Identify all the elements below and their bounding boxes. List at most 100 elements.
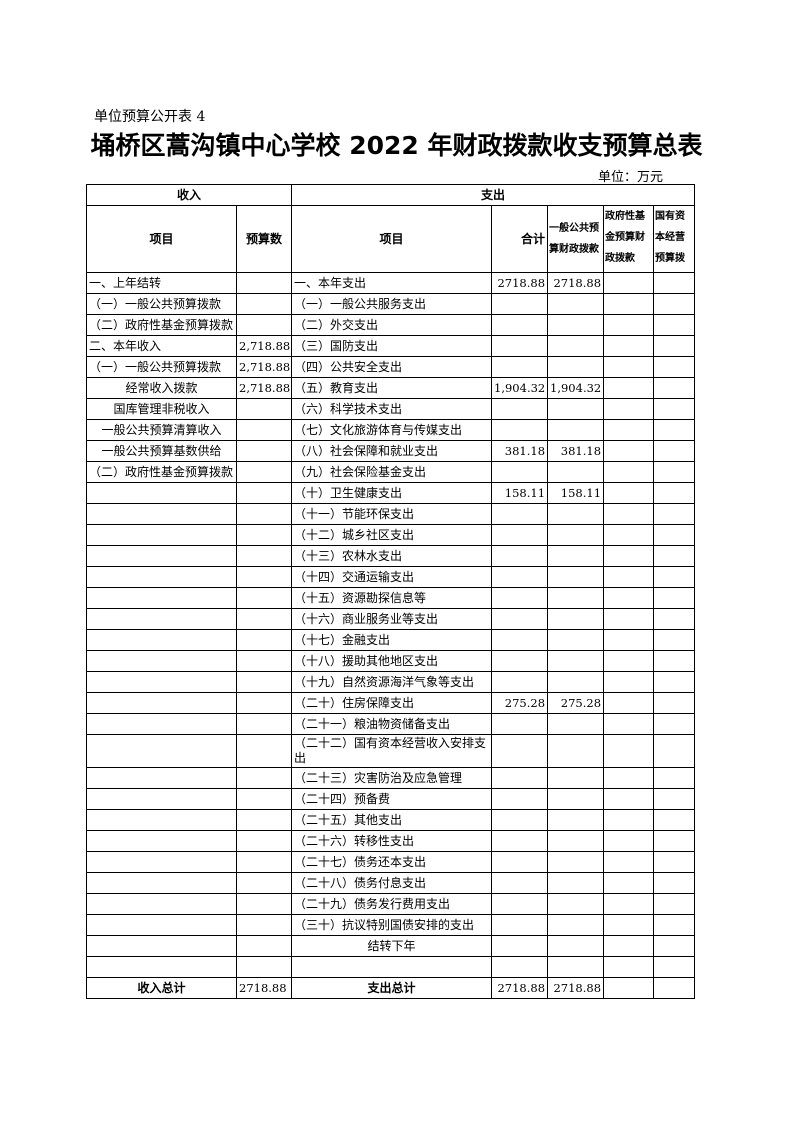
- table-row: （二）政府性基金预算拨款 （九）社会保险基金支出: [86, 461, 696, 483]
- expense-state: [653, 734, 696, 768]
- expense-total: [491, 830, 549, 852]
- income-item: 一般公共预算基数供给: [86, 440, 237, 462]
- expense-total: [491, 809, 549, 831]
- expense-total: [491, 335, 549, 357]
- expense-total: 275.28: [491, 692, 549, 714]
- expense-fund: [603, 956, 655, 978]
- income-amount: 2,718.88: [235, 377, 293, 399]
- expense-total-general: 2718.88: [547, 977, 605, 999]
- income-amount: [235, 503, 293, 525]
- expense-fund: [603, 767, 655, 789]
- expense-fund: [603, 545, 655, 567]
- expense-general: [547, 830, 605, 852]
- expense-fund: [603, 851, 655, 873]
- expense-total: [491, 650, 549, 672]
- expense-state: [653, 587, 696, 609]
- income-amount: [235, 440, 293, 462]
- income-amount: [235, 293, 293, 315]
- expense-total: [491, 524, 549, 546]
- expense-fund: [603, 914, 655, 936]
- expense-general: [547, 650, 605, 672]
- expense-general: [547, 293, 605, 315]
- expense-item: （十九）自然资源海洋气象等支出: [291, 671, 493, 693]
- expense-item: （二）外交支出: [291, 314, 493, 336]
- expense-fund: [603, 419, 655, 441]
- income-item: 经常收入拨款: [86, 377, 237, 399]
- header-expense-item: 项目: [291, 205, 493, 273]
- expense-item: （二十九）债务发行费用支出: [291, 893, 493, 915]
- expense-item: （十五）资源勘探信息等: [291, 587, 493, 609]
- expense-total: [491, 671, 549, 693]
- income-item: [86, 587, 237, 609]
- expense-fund: [603, 482, 655, 504]
- table-row: （二十七）债务还本支出: [86, 851, 696, 873]
- expense-total: [491, 545, 549, 567]
- expense-general: [547, 809, 605, 831]
- header-state-capital: 国有资本经营预算拨: [653, 205, 696, 273]
- expense-fund: [603, 272, 655, 294]
- income-item: 一、上年结转: [86, 272, 237, 294]
- income-item: （二）政府性基金预算拨款: [86, 314, 237, 336]
- table-row: （一）一般公共预算拨款 （一）一般公共服务支出: [86, 293, 696, 315]
- table-row: （一）一般公共预算拨款 2,718.88 （四）公共安全支出: [86, 356, 696, 378]
- income-item: [86, 872, 237, 894]
- expense-state: [653, 335, 696, 357]
- income-item: [86, 692, 237, 714]
- income-item: [86, 545, 237, 567]
- expense-state: [653, 524, 696, 546]
- expense-state: [653, 314, 696, 336]
- header-expense: 支出: [291, 184, 696, 206]
- expense-state: [653, 482, 696, 504]
- expense-item: （二十二）国有资本经营收入安排支出: [291, 734, 493, 768]
- expense-state: [653, 545, 696, 567]
- header-fund-budget: 政府性基金预算财政拨款: [603, 205, 655, 273]
- table-row: 结转下年: [86, 935, 696, 957]
- income-amount: [235, 788, 293, 810]
- income-item: [86, 767, 237, 789]
- table-row: [86, 956, 696, 978]
- income-amount: [235, 713, 293, 735]
- expense-total-label: 支出总计: [291, 977, 493, 999]
- expense-total: 2718.88: [491, 272, 549, 294]
- income-item: [86, 671, 237, 693]
- income-amount: 2,718.88: [235, 335, 293, 357]
- expense-state: [653, 440, 696, 462]
- expense-general: [547, 587, 605, 609]
- table-row: （十三）农林水支出: [86, 545, 696, 567]
- expense-total: [491, 461, 549, 483]
- expense-fund: [603, 650, 655, 672]
- expense-general: [547, 461, 605, 483]
- expense-item: （二十四）预备费: [291, 788, 493, 810]
- expense-fund: [603, 872, 655, 894]
- income-amount: [235, 587, 293, 609]
- expense-item: （十三）农林水支出: [291, 545, 493, 567]
- table-row: 国库管理非税收入 （六）科学技术支出: [86, 398, 696, 420]
- expense-state: [653, 272, 696, 294]
- header-income: 收入: [85, 184, 293, 206]
- expense-state: [653, 356, 696, 378]
- expense-item: （二十）住房保障支出: [291, 692, 493, 714]
- income-amount: [235, 734, 293, 768]
- expense-general: [547, 398, 605, 420]
- income-item: [86, 524, 237, 546]
- expense-total: 158.11: [491, 482, 549, 504]
- expense-item: （二十八）债务付息支出: [291, 872, 493, 894]
- expense-total-value: 2718.88: [491, 977, 549, 999]
- income-amount: [235, 935, 293, 957]
- income-item: [86, 713, 237, 735]
- expense-item: （十六）商业服务业等支出: [291, 608, 493, 630]
- expense-general: [547, 314, 605, 336]
- income-item: [86, 629, 237, 651]
- expense-state: [653, 830, 696, 852]
- table-row: （二十九）债务发行费用支出: [86, 893, 696, 915]
- table-row: 二、本年收入 2,718.88 （三）国防支出: [86, 335, 696, 357]
- expense-general: [547, 851, 605, 873]
- expense-item: （十二）城乡社区支出: [291, 524, 493, 546]
- expense-general: 2718.88: [547, 272, 605, 294]
- income-item: [86, 650, 237, 672]
- expense-fund: [603, 788, 655, 810]
- expense-general: [547, 872, 605, 894]
- income-item: 国库管理非税收入: [86, 398, 237, 420]
- expense-state: [653, 419, 696, 441]
- expense-general: [547, 956, 605, 978]
